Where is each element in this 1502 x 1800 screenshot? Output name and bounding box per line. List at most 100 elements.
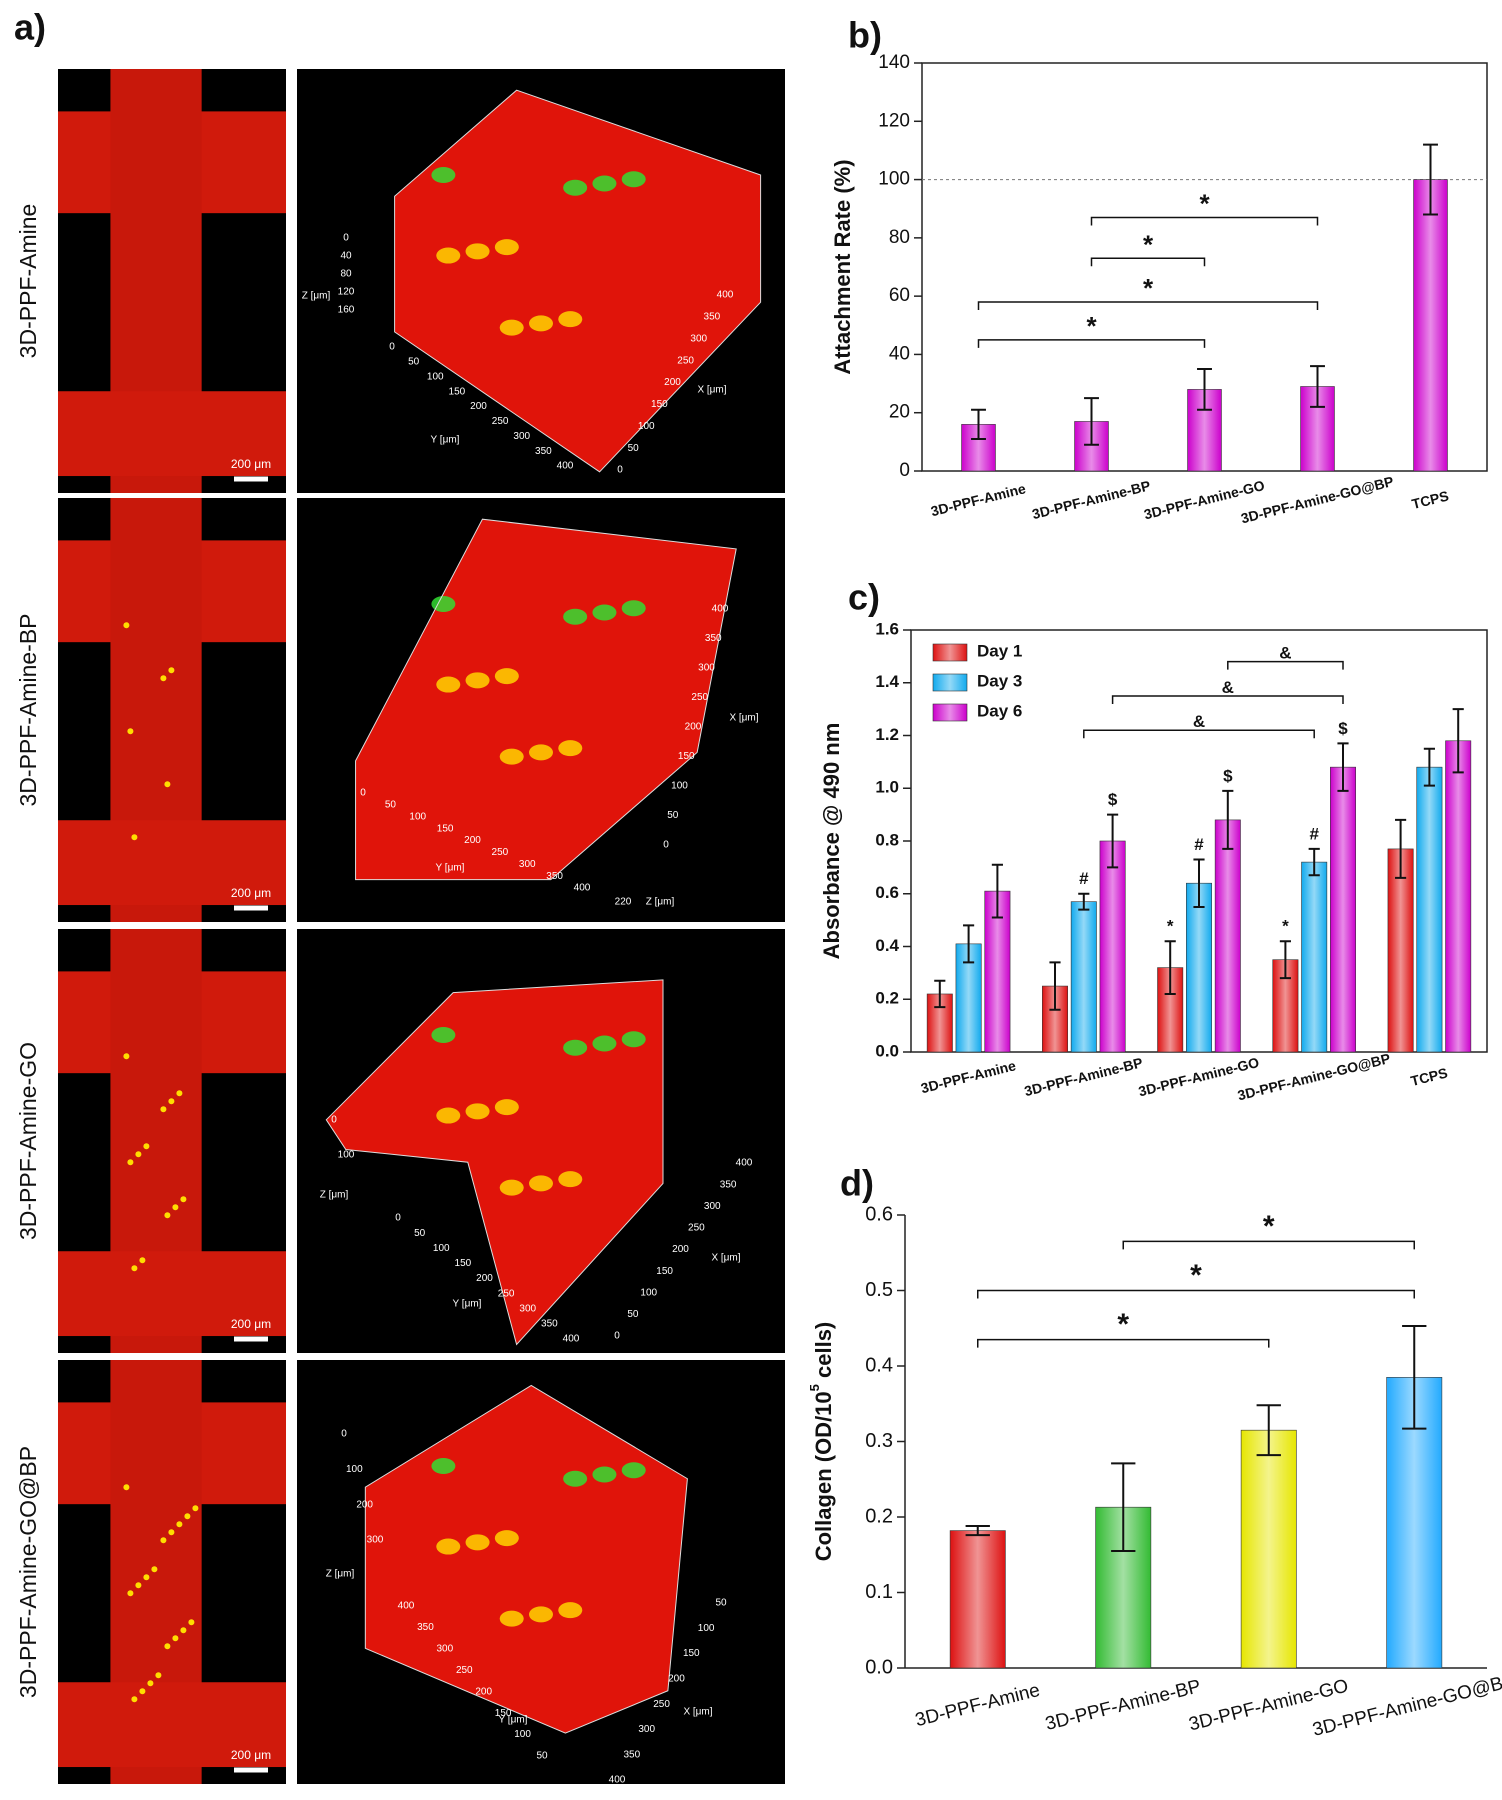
significance-label: * <box>1143 273 1154 303</box>
y-tick-label: 0.0 <box>875 1041 899 1060</box>
bar <box>1186 882 1212 1053</box>
cell-cluster <box>621 1031 646 1048</box>
significance-marker: * <box>1282 917 1289 936</box>
volume-tick-label: 400 <box>398 1601 415 1612</box>
volume-tick-label: 350 <box>535 446 552 457</box>
y-tick-label: 0.4 <box>875 936 899 955</box>
significance-bracket <box>977 339 1206 348</box>
volume-outline <box>325 979 664 1346</box>
cell-cluster <box>563 179 588 196</box>
volume-tick-label: 220 <box>615 897 632 908</box>
x-tick-label: 3D-PPF-Amine <box>913 1680 1042 1731</box>
cell-cluster <box>436 1107 461 1124</box>
panel-label: b) <box>848 15 882 56</box>
volume-tick-label: 200 <box>464 835 481 846</box>
bar <box>1413 179 1448 472</box>
cell-cluster <box>431 1458 456 1474</box>
volume-tick-label: 250 <box>688 1223 705 1234</box>
volume-axis-title: X [μm] <box>683 1707 712 1718</box>
error-bar <box>1279 940 1291 980</box>
significance-marker: # <box>1309 824 1319 843</box>
error-bar <box>1337 742 1349 792</box>
significance-marker: $ <box>1338 719 1348 738</box>
significance-bracket <box>1227 660 1344 670</box>
significance-marker: $ <box>1108 790 1118 809</box>
y-tick-label: 140 <box>878 52 910 73</box>
volume-axis-title: X [μm] <box>711 1253 740 1264</box>
error-bar <box>1395 818 1407 879</box>
cell-cluster <box>592 1466 617 1483</box>
significance-label: * <box>1199 189 1210 219</box>
volume-tick-label: 100 <box>346 1464 363 1475</box>
error-bar <box>1308 847 1320 877</box>
bar <box>1272 959 1299 1053</box>
y-axis-title: Attachment Rate (%) <box>830 159 855 374</box>
cell-spot <box>123 1484 130 1491</box>
error-bar <box>1423 143 1438 216</box>
cell-spot <box>168 667 175 674</box>
legend-swatch <box>932 643 968 662</box>
cell-cluster <box>529 315 553 332</box>
significance-label: * <box>1143 229 1154 259</box>
cell-spot <box>135 1151 142 1158</box>
volume-tick-label: 150 <box>449 386 466 397</box>
y-tick-label: 100 <box>878 169 910 190</box>
y-axis-title: Absorbance @ 490 nm <box>819 723 844 960</box>
volume-tick-label: 100 <box>638 421 655 432</box>
tissue-volume <box>394 90 761 472</box>
cell-cluster <box>431 167 456 183</box>
volume-tick-label: 50 <box>715 1598 727 1609</box>
cell-cluster <box>592 604 617 621</box>
error-bar <box>1402 1324 1427 1430</box>
bar <box>1301 861 1328 1053</box>
y-tick-label: 1.4 <box>875 672 899 691</box>
cell-cluster <box>621 1462 646 1479</box>
y-tick-label: 0.3 <box>865 1430 893 1452</box>
scaffold-strut <box>58 1251 286 1337</box>
cell-spot <box>192 1505 199 1512</box>
volume-tick-label: 200 <box>476 1273 493 1284</box>
legend-label: Day 6 <box>977 701 1022 720</box>
error-bar <box>1164 940 1176 995</box>
volume-tick-label: 0 <box>663 840 669 851</box>
volume-tick-label: 350 <box>417 1622 434 1633</box>
volume-tick-label: 50 <box>628 443 640 454</box>
volume-tick-label: 100 <box>671 781 688 792</box>
y-tick-label: 80 <box>889 227 910 248</box>
volume-tick-label: 350 <box>704 312 721 323</box>
volume-tick-label: 0 <box>395 1213 401 1224</box>
cell-cluster <box>592 175 617 192</box>
y-tick-label: 0 <box>899 460 910 481</box>
volume-tick-label: 300 <box>698 663 715 674</box>
y-tick-label: 0.5 <box>865 1279 893 1301</box>
cell-spot <box>143 1574 150 1581</box>
significance-marker: # <box>1194 835 1204 854</box>
volume-tick-label: 300 <box>519 859 536 870</box>
cell-spot <box>139 1688 146 1695</box>
cell-spot <box>127 1159 134 1166</box>
volume-tick-label: 200 <box>470 401 487 412</box>
volume-tick-label: 100 <box>427 371 444 382</box>
volume-tick-label: 0 <box>331 1115 337 1126</box>
volume-tick-label: 200 <box>668 1673 685 1684</box>
volume-tick-label: 100 <box>698 1623 715 1634</box>
cell-spot <box>168 1098 175 1105</box>
cell-spot <box>147 1680 154 1687</box>
volume-tick-label: 0 <box>389 342 395 353</box>
error-bar <box>934 979 946 1009</box>
significance-bracket <box>1122 1240 1415 1250</box>
cell-cluster <box>436 1538 461 1555</box>
error-bar <box>1197 368 1212 411</box>
cell-spot <box>143 1143 150 1150</box>
error-bar <box>1452 708 1464 774</box>
cell-spot <box>164 781 171 788</box>
cell-cluster <box>558 1171 583 1188</box>
bar <box>1387 848 1414 1053</box>
cell-cluster <box>494 668 519 685</box>
error-bar <box>1423 747 1435 787</box>
y-tick-label: 40 <box>889 343 910 364</box>
cell-cluster <box>558 1602 583 1619</box>
y-tick-label: 1.6 <box>875 619 899 638</box>
cell-spot <box>123 1053 130 1060</box>
volume-tick-label: 150 <box>678 751 695 762</box>
